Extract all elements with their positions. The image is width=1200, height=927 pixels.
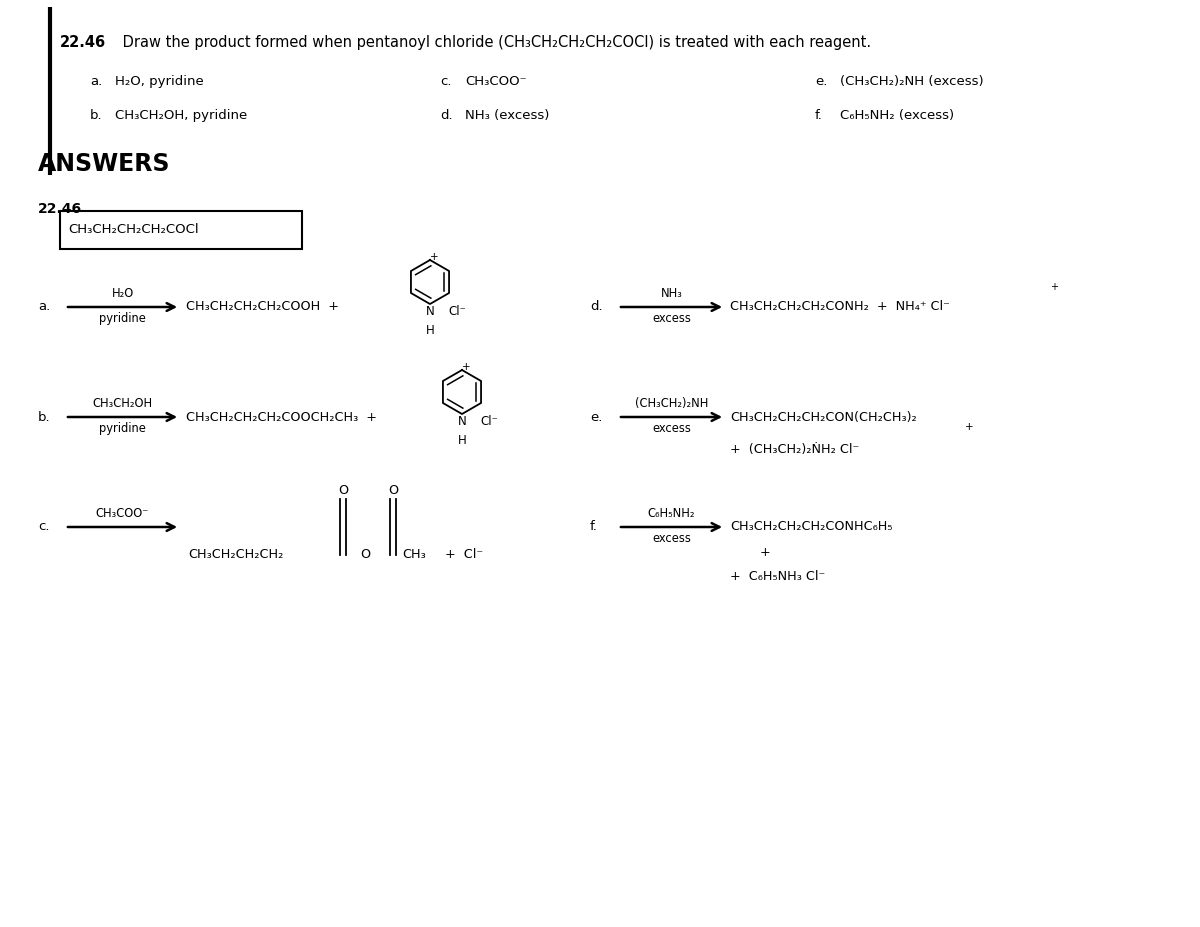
Text: pyridine: pyridine	[100, 422, 146, 435]
Text: CH₃: CH₃	[402, 549, 426, 562]
Text: 22.46: 22.46	[60, 35, 106, 50]
Text: H₂O: H₂O	[112, 287, 133, 300]
Text: Draw the product formed when pentanoyl chloride (CH₃CH₂CH₂CH₂COCl) is treated wi: Draw the product formed when pentanoyl c…	[118, 35, 871, 50]
Text: O: O	[388, 484, 398, 497]
Text: +  (CH₃CH₂)₂ṄH₂ Cl⁻: + (CH₃CH₂)₂ṄH₂ Cl⁻	[730, 442, 859, 455]
Text: CH₃CH₂CH₂CH₂COCl: CH₃CH₂CH₂CH₂COCl	[68, 223, 199, 236]
Text: CH₃CH₂OH: CH₃CH₂OH	[92, 397, 152, 410]
Text: a.: a.	[90, 75, 102, 88]
Text: d.: d.	[440, 109, 452, 122]
Text: excess: excess	[652, 312, 691, 325]
Text: C₆H₅NH₂: C₆H₅NH₂	[648, 507, 695, 520]
Text: c.: c.	[440, 75, 451, 88]
Text: 22.46: 22.46	[38, 202, 82, 216]
Text: CH₃COO⁻: CH₃COO⁻	[96, 507, 149, 520]
Text: b.: b.	[38, 411, 50, 424]
Text: pyridine: pyridine	[100, 312, 146, 325]
Text: O: O	[338, 484, 348, 497]
Text: f.: f.	[590, 520, 598, 534]
Text: Cl⁻: Cl⁻	[480, 415, 498, 428]
Text: CH₃CH₂CH₂CH₂: CH₃CH₂CH₂CH₂	[188, 549, 283, 562]
Text: b.: b.	[90, 109, 103, 122]
Text: N: N	[457, 415, 467, 428]
Text: CH₃CH₂CH₂CH₂COOH  +: CH₃CH₂CH₂CH₂COOH +	[186, 300, 340, 313]
Text: (CH₃CH₂)₂NH (excess): (CH₃CH₂)₂NH (excess)	[840, 75, 984, 88]
Text: excess: excess	[652, 532, 691, 545]
Text: +  C₆H₅NH₃ Cl⁻: + C₆H₅NH₃ Cl⁻	[730, 570, 826, 583]
Text: CH₃CH₂CH₂CH₂CONHC₆H₅: CH₃CH₂CH₂CH₂CONHC₆H₅	[730, 520, 893, 534]
Text: f.: f.	[815, 109, 823, 122]
Text: e.: e.	[590, 411, 602, 424]
Bar	[60, 211, 302, 249]
Text: a.: a.	[38, 300, 50, 313]
Text: d.: d.	[590, 300, 602, 313]
Text: +: +	[462, 362, 470, 372]
Text: Cl⁻: Cl⁻	[448, 305, 466, 318]
Text: CH₃COO⁻: CH₃COO⁻	[466, 75, 527, 88]
Text: +: +	[1050, 282, 1058, 292]
Text: +  Cl⁻: + Cl⁻	[445, 549, 484, 562]
Text: +: +	[760, 545, 770, 558]
Text: excess: excess	[652, 422, 691, 435]
Text: N: N	[426, 305, 434, 318]
Text: +: +	[965, 422, 973, 432]
Text: ANSWERS: ANSWERS	[38, 152, 170, 176]
Text: C₆H₅NH₂ (excess): C₆H₅NH₂ (excess)	[840, 109, 954, 122]
Text: c.: c.	[38, 520, 49, 534]
Text: H₂O, pyridine: H₂O, pyridine	[115, 75, 204, 88]
Text: CH₃CH₂CH₂CH₂CON(CH₂CH₃)₂: CH₃CH₂CH₂CH₂CON(CH₂CH₃)₂	[730, 411, 917, 424]
Text: CH₃CH₂CH₂CH₂CONH₂  +  NH₄⁺ Cl⁻: CH₃CH₂CH₂CH₂CONH₂ + NH₄⁺ Cl⁻	[730, 300, 950, 313]
Text: H: H	[457, 434, 467, 447]
Text: +: +	[430, 252, 438, 262]
Text: CH₃CH₂CH₂CH₂COOCH₂CH₃  +: CH₃CH₂CH₂CH₂COOCH₂CH₃ +	[186, 411, 377, 424]
Text: NH₃ (excess): NH₃ (excess)	[466, 109, 550, 122]
Text: e.: e.	[815, 75, 827, 88]
Text: H: H	[426, 324, 434, 337]
Text: CH₃CH₂OH, pyridine: CH₃CH₂OH, pyridine	[115, 109, 247, 122]
Text: O: O	[360, 549, 370, 562]
Text: (CH₃CH₂)₂NH: (CH₃CH₂)₂NH	[635, 397, 708, 410]
Text: NH₃: NH₃	[660, 287, 683, 300]
